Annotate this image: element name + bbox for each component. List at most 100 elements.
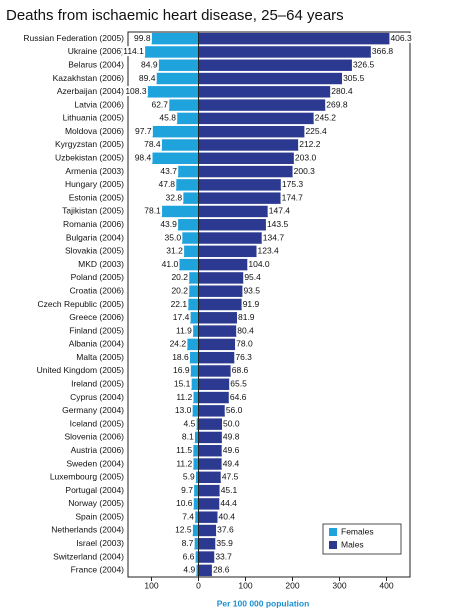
value-label: 97.7 xyxy=(135,126,152,136)
bar xyxy=(198,59,352,71)
bar xyxy=(196,418,199,430)
bar xyxy=(198,272,244,284)
value-label: 7.4 xyxy=(182,511,194,521)
value-label-bg xyxy=(351,59,376,70)
category-label: Germany (2004) xyxy=(62,405,124,415)
value-label-bg xyxy=(221,444,241,455)
value-label: 203.0 xyxy=(295,153,317,163)
value-label-bg xyxy=(164,192,184,203)
value-label: 134.7 xyxy=(263,232,285,242)
bar xyxy=(183,192,199,204)
legend-swatch xyxy=(329,528,337,536)
value-label-bg xyxy=(230,365,250,376)
value-label-bg xyxy=(236,325,256,336)
bar xyxy=(198,391,229,404)
value-label: 40.4 xyxy=(218,511,235,521)
value-label: 32.8 xyxy=(166,192,183,202)
category-label: Norway (2005) xyxy=(68,498,124,508)
value-label: 93.5 xyxy=(243,285,260,295)
bar xyxy=(176,112,199,125)
value-label: 80.4 xyxy=(237,325,254,335)
x-tick-label: 300 xyxy=(332,580,346,590)
value-label: 99.8 xyxy=(134,33,151,43)
category-label: Ireland (2005) xyxy=(71,379,124,389)
category-label: Greece (2006) xyxy=(69,312,124,322)
bar xyxy=(194,538,199,550)
category-label: Poland (2005) xyxy=(71,272,125,282)
bar xyxy=(189,272,199,284)
bar xyxy=(198,431,222,444)
category-label: Ukraine (2006) xyxy=(68,46,124,56)
bar xyxy=(198,32,390,45)
value-label-bg xyxy=(168,338,188,349)
value-label: 174.7 xyxy=(282,192,304,202)
value-label: 35.0 xyxy=(165,232,182,242)
value-label: 22.1 xyxy=(171,299,188,309)
bar xyxy=(161,205,199,218)
category-label: Moldova (2006) xyxy=(65,126,124,136)
category-label: Netherlands (2004) xyxy=(51,525,124,535)
bar xyxy=(193,445,199,457)
bar xyxy=(190,312,199,324)
value-label: 9.7 xyxy=(181,485,193,495)
bar xyxy=(190,365,199,377)
value-label: 28.6 xyxy=(213,565,230,575)
value-label-bg xyxy=(169,298,189,309)
category-label: Hungary (2005) xyxy=(65,179,124,189)
value-label: 280.4 xyxy=(331,86,353,96)
bar xyxy=(198,72,343,85)
bar xyxy=(198,179,281,191)
bar xyxy=(198,152,294,164)
category-label: Austria (2006) xyxy=(71,445,125,455)
chart-title: Deaths from ischaemic heart disease, 25–… xyxy=(6,7,344,24)
value-label: 43.9 xyxy=(160,219,177,229)
legend-label: Males xyxy=(341,539,364,549)
value-label: 11.5 xyxy=(176,445,192,455)
bar xyxy=(198,99,326,111)
value-label: 98.4 xyxy=(135,153,152,163)
x-tick-label: 100 xyxy=(144,580,158,590)
bar xyxy=(198,139,299,151)
x-axis-label: Per 100 000 population xyxy=(217,598,310,608)
value-label: 18.6 xyxy=(172,352,189,362)
value-label-bg xyxy=(122,46,146,57)
bar xyxy=(198,258,248,271)
value-label-bg xyxy=(171,312,191,323)
value-label-bg xyxy=(298,139,322,150)
value-label: 31.2 xyxy=(166,246,183,256)
bar xyxy=(198,484,220,497)
category-label: Estonia (2005) xyxy=(69,192,124,202)
legend-swatch xyxy=(329,541,337,549)
value-label-bg xyxy=(330,86,354,97)
bar xyxy=(169,99,199,111)
value-label: 49.4 xyxy=(223,458,240,468)
bar xyxy=(198,125,305,138)
value-label-bg xyxy=(170,272,190,283)
bar xyxy=(198,351,235,364)
bar xyxy=(191,378,199,390)
value-label: 78.1 xyxy=(144,206,161,216)
value-label: 326.5 xyxy=(353,59,375,69)
value-label-bg xyxy=(304,125,328,136)
value-label: 43.7 xyxy=(160,166,177,176)
value-label: 50.0 xyxy=(223,418,240,428)
value-label: 49.6 xyxy=(223,445,240,455)
value-label-bg xyxy=(137,72,157,83)
value-label-bg xyxy=(219,484,239,495)
value-label: 143.5 xyxy=(267,219,289,229)
value-label-bg xyxy=(222,418,241,429)
value-label: 269.8 xyxy=(326,99,348,109)
value-label-bg xyxy=(243,272,263,283)
value-label-bg xyxy=(293,152,318,163)
value-label-bg xyxy=(220,471,240,482)
bar xyxy=(189,285,199,297)
category-label: Cyprus (2004) xyxy=(70,392,124,402)
value-label-bg xyxy=(221,431,241,442)
category-label: Finland (2005) xyxy=(69,325,124,335)
category-label: Slovakia (2005) xyxy=(65,246,124,256)
bar xyxy=(195,471,199,484)
bar xyxy=(198,498,220,510)
bar xyxy=(161,139,199,151)
bar xyxy=(198,192,281,204)
x-tick-label: 100 xyxy=(238,580,252,590)
